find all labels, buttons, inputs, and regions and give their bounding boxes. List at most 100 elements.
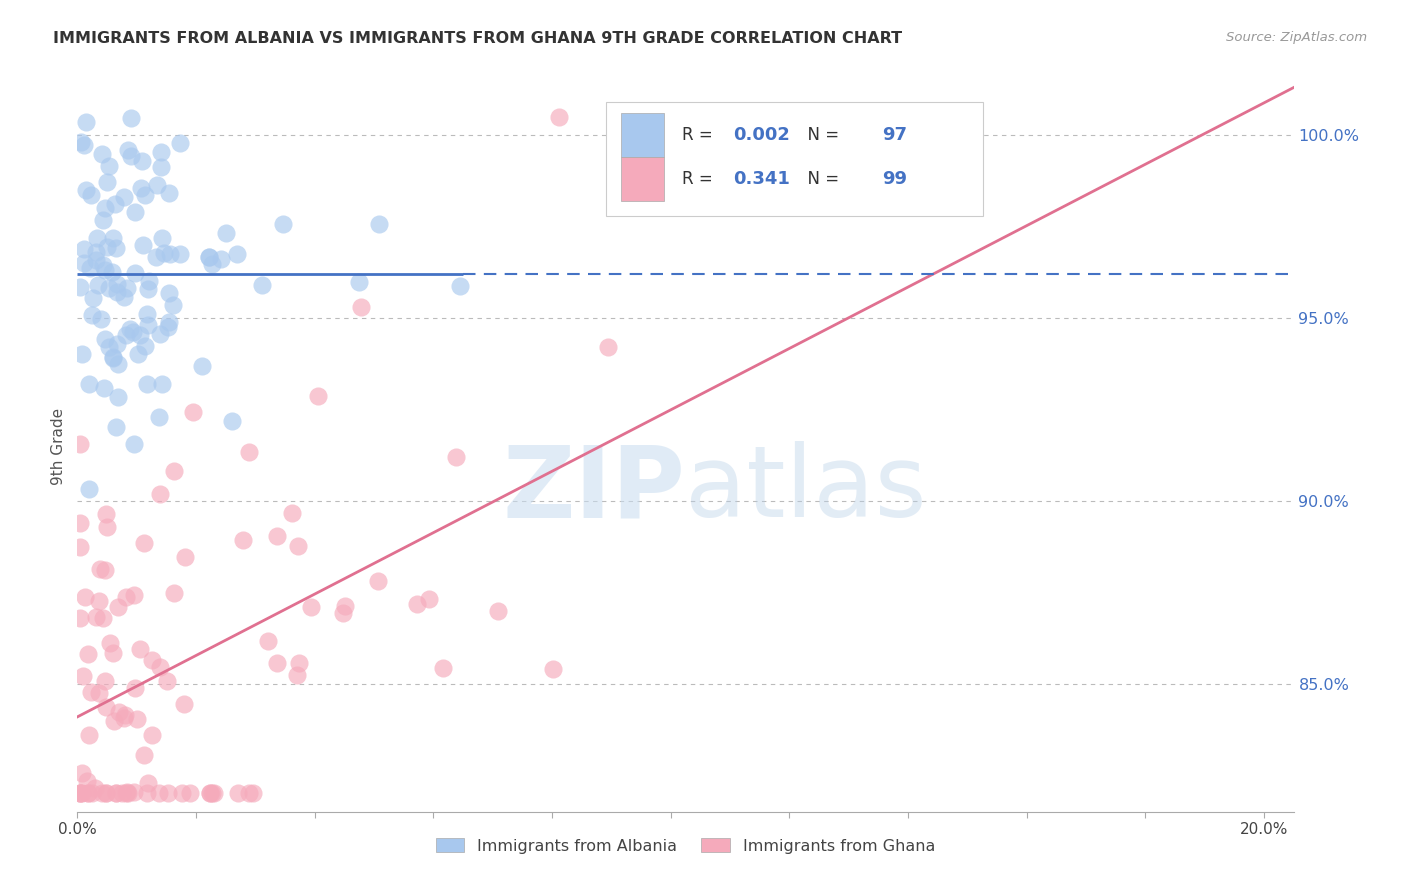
Point	[150, 145, 173, 159]
Point	[162, 298, 184, 312]
Point	[103, 714, 125, 728]
Point	[70, 787, 93, 801]
Point	[104, 787, 127, 801]
Point	[69, 437, 91, 451]
Text: R =: R =	[682, 170, 718, 188]
Point	[117, 144, 139, 158]
Point	[69, 787, 91, 801]
Point	[101, 265, 124, 279]
Y-axis label: 9th Grade: 9th Grade	[51, 408, 66, 484]
Point	[76, 774, 98, 789]
Point	[94, 787, 117, 801]
Point	[350, 300, 373, 314]
Point	[150, 376, 173, 391]
Point	[86, 231, 108, 245]
Point	[96, 700, 118, 714]
Point	[181, 405, 204, 419]
Point	[90, 312, 112, 326]
Point	[406, 597, 429, 611]
Point	[157, 315, 180, 329]
Point	[285, 667, 308, 681]
Point	[432, 661, 454, 675]
Point	[115, 590, 138, 604]
Point	[266, 528, 288, 542]
Point	[77, 377, 100, 392]
Point	[107, 600, 129, 615]
Point	[131, 154, 153, 169]
Point	[148, 410, 170, 425]
Point	[69, 135, 91, 149]
Point	[77, 787, 100, 801]
Point	[93, 673, 115, 688]
Text: 0.002: 0.002	[733, 126, 790, 145]
Point	[97, 281, 120, 295]
Point	[104, 196, 127, 211]
Point	[280, 506, 302, 520]
Point	[134, 187, 156, 202]
Point	[70, 347, 93, 361]
Point	[120, 111, 142, 125]
Point	[200, 787, 222, 801]
Point	[76, 183, 98, 197]
Point	[69, 280, 91, 294]
Point	[89, 562, 111, 576]
Text: N =: N =	[797, 170, 845, 188]
Point	[136, 776, 159, 790]
Point	[418, 591, 440, 606]
Point	[225, 247, 247, 261]
Text: 97: 97	[883, 126, 907, 145]
Point	[266, 656, 288, 670]
Point	[149, 487, 172, 501]
Point	[221, 414, 243, 428]
Point	[169, 136, 191, 151]
Point	[271, 217, 294, 231]
Point	[91, 146, 114, 161]
Point	[91, 258, 114, 272]
Point	[368, 217, 391, 231]
Point	[124, 437, 146, 451]
Point	[238, 787, 260, 801]
Point	[173, 697, 195, 711]
Point	[93, 332, 115, 346]
Point	[169, 246, 191, 260]
Point	[136, 787, 159, 801]
Point	[145, 250, 167, 264]
Point	[122, 588, 145, 602]
Point	[157, 186, 180, 201]
Point	[91, 787, 114, 801]
Point	[157, 285, 180, 300]
Point	[156, 673, 179, 688]
Point	[93, 201, 115, 215]
Point	[87, 594, 110, 608]
Point	[89, 685, 111, 699]
Point	[150, 231, 173, 245]
Point	[91, 611, 114, 625]
Point	[107, 277, 129, 291]
Point	[112, 711, 135, 725]
Point	[202, 787, 225, 801]
Point	[84, 610, 107, 624]
Point	[238, 445, 260, 459]
Point	[80, 308, 103, 322]
Point	[129, 328, 152, 343]
Point	[98, 159, 121, 173]
Point	[117, 785, 139, 799]
Point	[367, 574, 389, 589]
Point	[80, 685, 103, 699]
Point	[134, 339, 156, 353]
Point	[101, 231, 124, 245]
Point	[97, 340, 120, 354]
Point	[114, 787, 136, 801]
Point	[141, 653, 163, 667]
FancyBboxPatch shape	[606, 103, 983, 216]
Point	[131, 181, 153, 195]
Point	[136, 306, 159, 320]
Point	[73, 590, 96, 604]
Point	[299, 600, 322, 615]
Point	[72, 765, 94, 780]
FancyBboxPatch shape	[621, 157, 664, 201]
Point	[132, 237, 155, 252]
Point	[111, 787, 134, 801]
Point	[96, 175, 118, 189]
Point	[136, 318, 159, 332]
